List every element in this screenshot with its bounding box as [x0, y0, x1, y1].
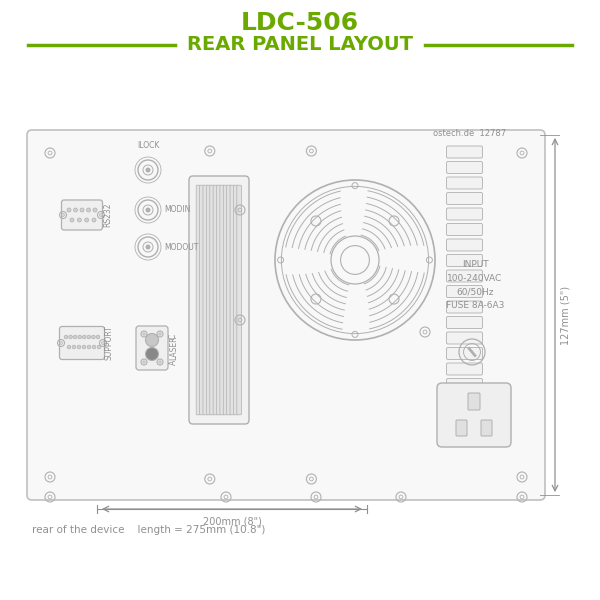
- FancyBboxPatch shape: [213, 185, 218, 415]
- FancyBboxPatch shape: [196, 185, 201, 415]
- Text: REAR PANEL LAYOUT: REAR PANEL LAYOUT: [187, 35, 413, 55]
- FancyBboxPatch shape: [446, 286, 482, 298]
- FancyBboxPatch shape: [446, 347, 482, 359]
- Circle shape: [72, 345, 76, 349]
- FancyBboxPatch shape: [446, 239, 482, 251]
- Circle shape: [74, 208, 77, 212]
- Circle shape: [146, 168, 150, 172]
- FancyBboxPatch shape: [446, 409, 482, 421]
- Circle shape: [70, 218, 74, 222]
- Circle shape: [97, 345, 101, 349]
- Text: INPUT
100-240VAC
60/50Hz
FUSE 8A-6A3: INPUT 100-240VAC 60/50Hz FUSE 8A-6A3: [446, 260, 504, 310]
- Circle shape: [67, 208, 71, 212]
- Circle shape: [77, 345, 81, 349]
- Text: SUPPORT: SUPPORT: [105, 326, 114, 361]
- Text: 127mm (5"): 127mm (5"): [560, 286, 570, 344]
- Circle shape: [78, 335, 82, 339]
- Circle shape: [82, 335, 86, 339]
- FancyBboxPatch shape: [446, 317, 482, 329]
- Text: A: A: [169, 359, 178, 365]
- FancyBboxPatch shape: [446, 332, 482, 344]
- Text: MODIN: MODIN: [164, 205, 190, 214]
- FancyBboxPatch shape: [437, 383, 511, 447]
- FancyBboxPatch shape: [446, 394, 482, 406]
- FancyBboxPatch shape: [446, 270, 482, 282]
- Circle shape: [64, 335, 68, 339]
- Circle shape: [67, 345, 71, 349]
- Circle shape: [146, 245, 150, 249]
- Circle shape: [87, 345, 91, 349]
- Circle shape: [87, 335, 91, 339]
- Circle shape: [77, 218, 82, 222]
- FancyBboxPatch shape: [446, 254, 482, 266]
- Circle shape: [92, 345, 96, 349]
- FancyBboxPatch shape: [27, 130, 545, 500]
- FancyBboxPatch shape: [230, 185, 235, 415]
- Circle shape: [85, 218, 89, 222]
- Circle shape: [82, 345, 86, 349]
- Circle shape: [92, 218, 96, 222]
- FancyBboxPatch shape: [59, 326, 104, 359]
- FancyBboxPatch shape: [446, 146, 482, 158]
- Text: LASER: LASER: [169, 336, 178, 360]
- Circle shape: [73, 335, 77, 339]
- FancyBboxPatch shape: [136, 326, 168, 370]
- FancyBboxPatch shape: [446, 177, 482, 189]
- FancyBboxPatch shape: [446, 223, 482, 235]
- Circle shape: [146, 208, 150, 212]
- FancyBboxPatch shape: [189, 176, 249, 424]
- Circle shape: [146, 334, 158, 346]
- FancyBboxPatch shape: [233, 185, 238, 415]
- FancyBboxPatch shape: [217, 185, 221, 415]
- FancyBboxPatch shape: [62, 200, 103, 230]
- FancyBboxPatch shape: [468, 393, 480, 410]
- FancyBboxPatch shape: [446, 379, 482, 391]
- FancyBboxPatch shape: [446, 193, 482, 205]
- Text: ostech.de  12787: ostech.de 12787: [433, 129, 506, 138]
- FancyBboxPatch shape: [446, 363, 482, 375]
- FancyBboxPatch shape: [446, 161, 482, 173]
- FancyBboxPatch shape: [206, 185, 211, 415]
- Text: 200mm (8"): 200mm (8"): [203, 516, 262, 526]
- Text: ILOCK: ILOCK: [137, 141, 159, 150]
- FancyBboxPatch shape: [210, 185, 214, 415]
- Text: MODOUT: MODOUT: [164, 242, 199, 251]
- Circle shape: [146, 347, 158, 361]
- FancyBboxPatch shape: [203, 185, 208, 415]
- Text: RS232: RS232: [103, 203, 112, 227]
- Circle shape: [93, 208, 97, 212]
- FancyBboxPatch shape: [223, 185, 228, 415]
- Circle shape: [80, 208, 84, 212]
- FancyBboxPatch shape: [456, 420, 467, 436]
- FancyBboxPatch shape: [446, 208, 482, 220]
- FancyBboxPatch shape: [481, 420, 492, 436]
- FancyBboxPatch shape: [237, 185, 241, 415]
- Circle shape: [69, 335, 73, 339]
- FancyBboxPatch shape: [227, 185, 231, 415]
- Circle shape: [96, 335, 100, 339]
- Circle shape: [92, 335, 95, 339]
- Text: C: C: [169, 334, 178, 338]
- Circle shape: [86, 208, 91, 212]
- FancyBboxPatch shape: [220, 185, 224, 415]
- FancyBboxPatch shape: [200, 185, 204, 415]
- Text: LDC-506: LDC-506: [241, 11, 359, 35]
- FancyBboxPatch shape: [446, 301, 482, 313]
- Text: rear of the device    length = 275mm (10.8"): rear of the device length = 275mm (10.8"…: [32, 525, 265, 535]
